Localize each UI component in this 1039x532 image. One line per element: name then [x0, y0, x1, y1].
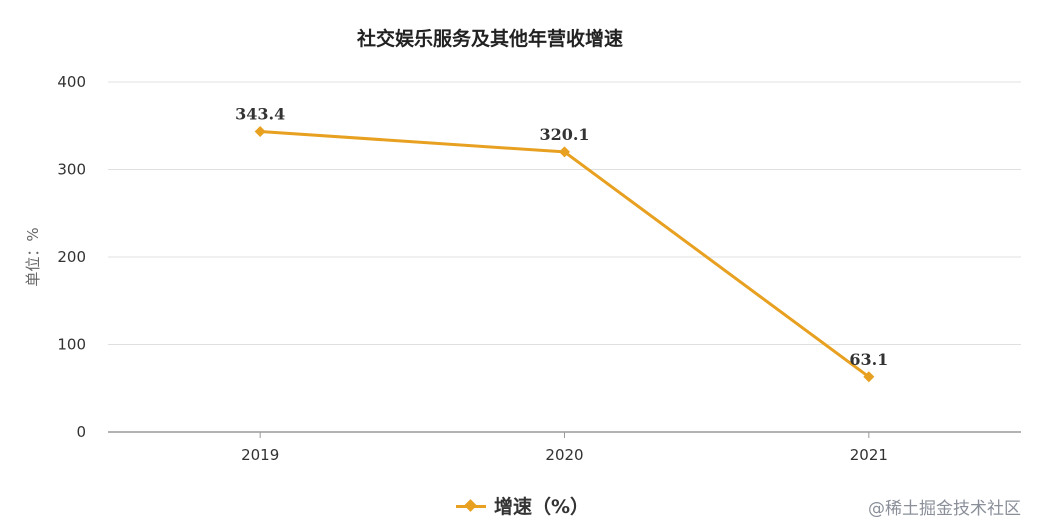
watermark: @稀土掘金技术社区 — [868, 499, 1021, 519]
legend-diamond-icon — [464, 498, 477, 512]
x-tick-label: 2021 — [850, 446, 888, 464]
y-tick-label: 400 — [57, 73, 86, 91]
data-label: 320.1 — [539, 125, 589, 144]
legend[interactable]: 增速（%） — [456, 492, 589, 519]
series-line — [260, 130, 870, 378]
data-point-marker — [254, 126, 266, 138]
chart-title: 社交娱乐服务及其他年营收增速 — [356, 28, 623, 50]
x-tick-label: 2019 — [241, 446, 279, 464]
y-tick-label: 300 — [57, 161, 86, 179]
x-tick-label: 2020 — [545, 446, 583, 464]
data-label: 63.1 — [849, 350, 888, 369]
data-point-marker — [863, 371, 875, 383]
data-label: 343.4 — [235, 105, 285, 124]
y-tick-label: 100 — [57, 336, 86, 354]
data-point-marker — [559, 146, 570, 158]
y-tick-label: 0 — [76, 423, 86, 441]
legend-label: 增速（%） — [494, 496, 590, 518]
y-tick-label: 200 — [57, 248, 86, 266]
legend-swatch-icon — [456, 498, 486, 514]
y-axis-label: 单位：% — [24, 227, 42, 286]
